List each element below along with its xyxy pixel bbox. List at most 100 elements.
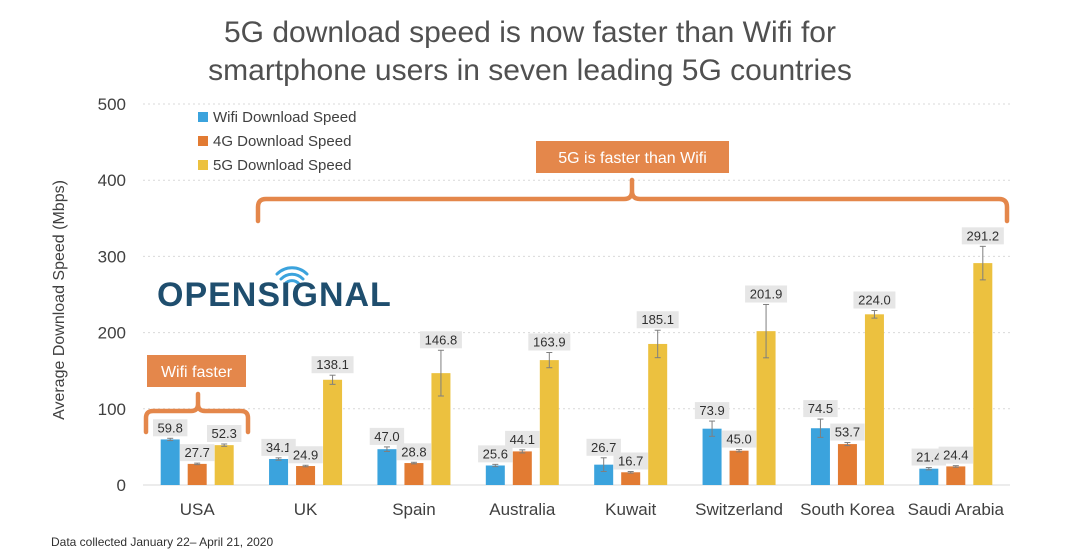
error-bar: [437, 349, 444, 397]
bar: [323, 379, 343, 485]
error-bar: [492, 463, 499, 468]
data-label: 138.1: [311, 356, 354, 374]
data-label: 74.5: [803, 400, 838, 418]
x-tick-label: Spain: [392, 500, 435, 519]
bar: [946, 466, 966, 485]
x-tick-label: Switzerland: [695, 500, 783, 519]
legend-label-wifi: Wifi Download Speed: [213, 109, 356, 126]
callout-wifi-brace: [143, 391, 251, 435]
error-bar: [763, 303, 770, 359]
bar: [648, 343, 668, 485]
error-bar: [329, 374, 336, 385]
data-label-bg: [636, 311, 679, 329]
error-bar: [709, 420, 716, 437]
x-tick-label: UK: [294, 500, 318, 519]
data-label-text: 185.1: [641, 312, 674, 327]
error-bar: [979, 245, 986, 281]
y-tick-label: 400: [98, 171, 126, 190]
y-tick-label: 0: [117, 476, 126, 495]
data-label: 26.7: [586, 438, 621, 456]
callout-wifi-faster: Wifi faster: [143, 355, 251, 435]
error-bar: [546, 351, 553, 369]
data-label-text: 59.8: [158, 420, 183, 435]
bar: [810, 428, 830, 485]
data-label-bg: [152, 419, 188, 437]
data-label-bg: [938, 446, 974, 464]
data-label-text: 52.3: [212, 426, 237, 441]
callout-5g-faster: 5G is faster than Wifi: [255, 141, 1010, 224]
callout-5g-text: 5G is faster than Wifi: [558, 150, 707, 167]
data-label-bg: [745, 285, 788, 303]
y-axis-ticks: 0 100 200 300 400 500: [98, 95, 126, 495]
bar: [621, 472, 641, 485]
data-label-bg: [830, 423, 865, 441]
data-label-text: 28.8: [401, 444, 426, 459]
y-tick-label: 500: [98, 95, 126, 114]
data-label: 21.4: [911, 448, 947, 466]
data-label-bg: [853, 291, 896, 309]
data-label-text: 24.9: [293, 447, 318, 462]
signal-icon: [275, 266, 309, 286]
bar: [594, 464, 614, 485]
error-bar: [871, 310, 878, 319]
bar: [702, 428, 722, 485]
data-label-text: 34.1: [266, 440, 291, 455]
opensignal-logo: OPENSIGNAL: [157, 266, 391, 314]
data-label: 47.0: [369, 427, 405, 445]
x-tick-label: Saudi Arabia: [908, 500, 1005, 519]
bar: [539, 360, 559, 485]
data-label-bg: [586, 438, 621, 456]
data-label-text: 74.5: [808, 401, 833, 416]
legend-label-5g: 5G Download Speed: [213, 157, 351, 174]
data-label: 45.0: [721, 430, 757, 448]
legend-label-4g: 4G Download Speed: [213, 133, 351, 150]
bar: [729, 450, 749, 485]
data-label-text: 53.7: [835, 425, 860, 440]
error-bar: [410, 461, 417, 465]
error-bar: [844, 442, 851, 447]
data-label: 185.1: [636, 311, 679, 329]
error-bar: [383, 446, 390, 452]
data-label: 163.9: [528, 333, 571, 351]
data-label-bg: [419, 331, 462, 349]
y-tick-label: 200: [98, 324, 126, 343]
data-label-bg: [694, 402, 730, 420]
error-bar: [194, 462, 201, 466]
bar: [404, 463, 424, 485]
error-bar: [952, 465, 959, 468]
callout-5g-box: [536, 141, 729, 173]
data-label-bg: [288, 446, 323, 464]
data-label-text: 26.7: [591, 440, 616, 455]
bar: [864, 314, 884, 485]
data-label-bg: [961, 227, 1004, 245]
x-tick-label: South Korea: [800, 500, 895, 519]
legend-swatch-wifi: [198, 112, 208, 122]
data-label-text: 47.0: [374, 429, 399, 444]
y-axis-title: Average Download Speed (Mbps): [51, 180, 68, 420]
data-label-text: 25.6: [483, 446, 508, 461]
data-label-bg: [613, 452, 648, 470]
data-label: 34.1: [261, 438, 296, 456]
callout-wifi-box: [147, 355, 246, 387]
data-label-bg: [911, 448, 947, 466]
error-bar: [654, 329, 661, 359]
x-tick-label: Kuwait: [605, 500, 656, 519]
bar: [214, 445, 234, 485]
error-bar: [600, 457, 607, 473]
data-label: 44.1: [505, 430, 540, 448]
data-label: 291.2: [961, 227, 1004, 245]
data-label-text: 73.9: [699, 403, 724, 418]
data-label-bg: [721, 430, 757, 448]
error-bars: [167, 245, 986, 474]
data-label: 146.8: [419, 331, 462, 349]
data-label: 201.9: [745, 285, 788, 303]
data-label-text: 138.1: [316, 357, 349, 372]
data-label: 24.4: [938, 446, 974, 464]
data-label: 25.6: [478, 445, 513, 463]
x-tick-label: Australia: [489, 500, 556, 519]
bar: [837, 444, 857, 485]
data-label-text: 24.4: [943, 448, 968, 463]
legend-swatch-4g: [198, 136, 208, 146]
bars: [160, 263, 993, 485]
